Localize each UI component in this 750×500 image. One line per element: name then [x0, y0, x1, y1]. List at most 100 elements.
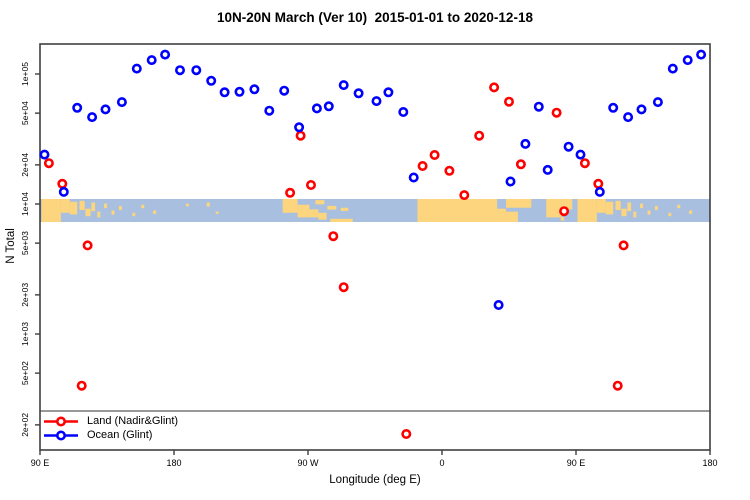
ocean-point: [311, 103, 322, 114]
land-patch: [640, 203, 643, 209]
land-patch: [621, 208, 627, 217]
x-tick-label: 180: [702, 458, 717, 468]
y-tick-label: 5e+04: [20, 101, 30, 125]
ocean-point: [383, 87, 394, 98]
x-tick-label: 180: [166, 458, 181, 468]
legend-marker-0: [55, 416, 66, 427]
ocean-point: [58, 186, 69, 197]
land-patch: [206, 202, 210, 207]
ocean-point: [520, 138, 531, 149]
x-axis: 90 E 180 90 W 0 90 E 180: [31, 450, 718, 468]
y-tick-label: 1e+05: [20, 62, 30, 86]
land-point: [305, 180, 316, 191]
y-axis: 1e+05 5e+04 2e+04 1e+04 5e+03 2e+03 1e+03 5e+02…: [20, 62, 40, 437]
ocean-point: [398, 107, 409, 118]
ocean-point: [279, 85, 290, 96]
ocean-point: [696, 49, 707, 60]
land-patch: [309, 209, 319, 218]
ocean-point: [175, 65, 186, 76]
land-patch: [546, 199, 562, 218]
ocean-point: [87, 112, 98, 123]
land-patch: [615, 200, 621, 211]
land-point: [82, 240, 93, 251]
land-point: [474, 130, 485, 141]
ocean-point: [160, 49, 171, 60]
land-patch: [627, 202, 632, 212]
chart-title: 10N-20N March (Ver 10) 2015-01-01 to 202…: [217, 10, 533, 25]
x-tick-label: 90 E: [567, 458, 586, 468]
ocean-point: [294, 122, 305, 133]
ocean-point: [264, 105, 275, 116]
y-tick-label: 1e+03: [20, 322, 30, 346]
ocean-point: [100, 104, 111, 115]
land-point: [43, 158, 54, 169]
land-patch: [647, 210, 651, 215]
land-patch: [91, 202, 96, 212]
ocean-point: [542, 164, 553, 175]
y-tick-label: 2e+04: [20, 153, 30, 177]
ocean-point: [146, 55, 157, 66]
x-tick-label: 0: [439, 458, 444, 468]
ocean-point: [39, 149, 50, 160]
land-point: [295, 130, 306, 141]
ocean-point: [219, 87, 230, 98]
ocean-point: [682, 55, 693, 66]
map-band: [40, 199, 710, 222]
ocean-point: [652, 97, 663, 108]
land-patch: [153, 210, 157, 214]
y-tick-label: 5e+03: [20, 231, 30, 255]
land-point: [417, 161, 428, 172]
land-point: [328, 231, 339, 242]
data-points: [39, 49, 707, 439]
land-point: [559, 206, 570, 217]
plot-frame: [39, 43, 711, 451]
ocean-point: [594, 186, 605, 197]
ocean-point: [636, 104, 647, 115]
ocean-point: [206, 75, 217, 86]
ocean-point: [323, 101, 334, 112]
land-point: [429, 150, 440, 161]
land-patch: [506, 199, 532, 208]
land-patch: [497, 208, 507, 222]
land-patch: [104, 203, 107, 209]
land-point: [503, 96, 514, 107]
land-point: [612, 380, 623, 391]
land-patch: [79, 200, 85, 211]
y-tick-label: 1e+04: [20, 192, 30, 216]
land-point: [551, 107, 562, 118]
land-point: [338, 282, 349, 293]
y-tick-label: 5e+02: [20, 361, 30, 385]
ocean-point: [191, 65, 202, 76]
legend-label-ocean: Ocean (Glint): [87, 429, 153, 441]
land-patch: [69, 201, 78, 215]
land-patch: [668, 212, 672, 217]
land-patch: [282, 199, 298, 213]
x-tick-label: 90 E: [31, 458, 50, 468]
land-patch: [330, 218, 353, 222]
land-patch: [689, 210, 693, 214]
land-patch: [97, 211, 101, 218]
land-point: [459, 190, 470, 201]
land-patch: [60, 199, 70, 213]
land-point: [444, 165, 455, 176]
land-patch: [215, 211, 219, 214]
ocean-point: [249, 84, 260, 95]
land-patch: [340, 207, 349, 211]
legend-label-land: Land (Nadir&Glint): [87, 415, 179, 427]
land-point: [76, 380, 87, 391]
land-patch: [111, 210, 115, 215]
land-patch: [41, 199, 61, 222]
land-patch: [577, 199, 597, 222]
land-patch: [327, 205, 337, 210]
land-patch: [506, 211, 518, 222]
ocean-point: [371, 96, 382, 107]
y-axis-label: N Total: [5, 228, 17, 264]
legend-symbols: [44, 416, 78, 441]
land-patch: [132, 212, 136, 217]
land-patch: [654, 205, 658, 211]
land-patch: [560, 216, 565, 221]
ocean-point: [505, 176, 516, 187]
land-patch: [297, 204, 310, 218]
